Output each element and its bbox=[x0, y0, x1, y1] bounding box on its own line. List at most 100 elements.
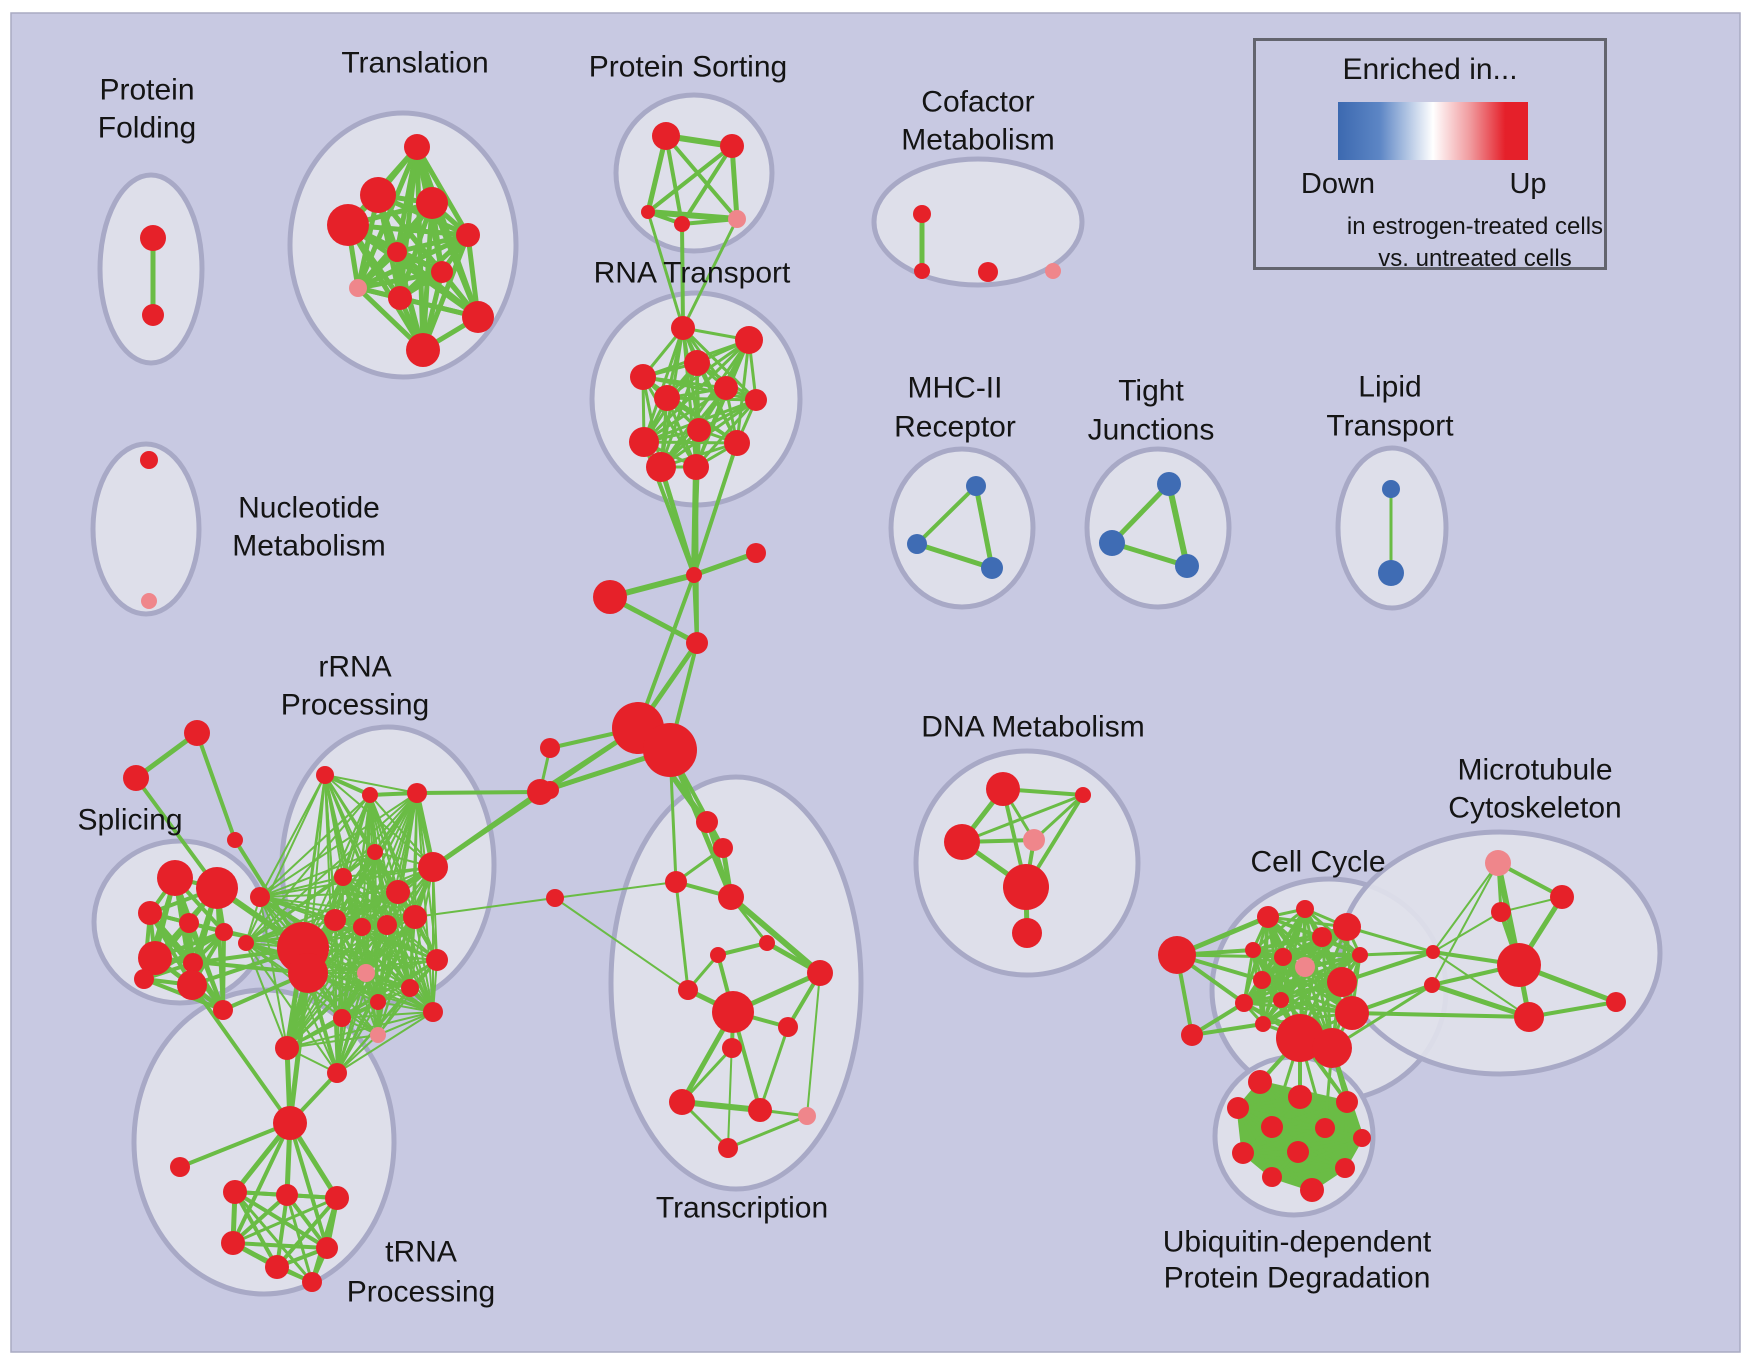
enrichment-edge bbox=[285, 1193, 329, 1250]
enrichment-edge bbox=[1109, 540, 1190, 569]
gene-set-node bbox=[349, 279, 367, 297]
gene-set-node bbox=[357, 964, 375, 982]
gene-set-node bbox=[712, 991, 754, 1033]
cluster-label-lipid_transport: Lipid bbox=[1358, 371, 1421, 404]
enrichment-edge bbox=[190, 983, 292, 1125]
gene-set-node bbox=[674, 216, 690, 232]
enrichment-edge bbox=[758, 1025, 790, 1112]
gene-set-node bbox=[1327, 967, 1357, 997]
gene-set-node bbox=[177, 970, 207, 1000]
gene-set-node bbox=[914, 263, 930, 279]
enrichment-edge bbox=[554, 897, 689, 991]
gene-set-node bbox=[746, 543, 766, 563]
gene-set-node bbox=[748, 1098, 772, 1122]
gene-set-node bbox=[1255, 1016, 1271, 1032]
enrichment-edge bbox=[275, 1193, 289, 1269]
enrichment-edge bbox=[1358, 950, 1435, 957]
gene-set-node bbox=[1606, 992, 1626, 1012]
gene-set-node bbox=[276, 1184, 298, 1206]
enrichment-edge bbox=[641, 375, 663, 469]
gene-set-node bbox=[183, 953, 203, 973]
gene-set-node bbox=[327, 204, 369, 246]
gene-set-node bbox=[671, 316, 695, 340]
enrichment-edge bbox=[1429, 982, 1532, 1020]
gene-set-node bbox=[1287, 1141, 1309, 1163]
gene-set-node bbox=[316, 766, 334, 784]
gene-set-node bbox=[807, 960, 833, 986]
cluster-label-ubiquitin: Protein Degradation bbox=[1164, 1262, 1431, 1295]
gene-set-node bbox=[302, 1272, 322, 1292]
gene-set-node bbox=[1253, 971, 1271, 989]
gene-set-node bbox=[978, 262, 998, 282]
gene-set-node bbox=[735, 326, 763, 354]
enrichment-edge bbox=[231, 1196, 339, 1245]
gene-set-node bbox=[722, 1038, 742, 1058]
cluster-label-cell_cycle: Cell Cycle bbox=[1250, 846, 1385, 879]
enrichment-edge bbox=[727, 1011, 734, 1149]
enrichment-edge bbox=[233, 1190, 329, 1250]
gene-set-node bbox=[250, 887, 270, 907]
enrichment-edge bbox=[377, 987, 411, 1036]
enrichment-edge bbox=[681, 217, 739, 330]
enrichment-edge bbox=[642, 440, 739, 445]
legend-caption-line1: in estrogen-treated cells bbox=[1346, 213, 1604, 240]
enrichment-edge bbox=[336, 1011, 434, 1074]
enrichment-edge bbox=[1432, 951, 1530, 1018]
legend: Enriched in... Down Up in estrogen-treat… bbox=[1253, 38, 1607, 272]
cluster-label-microtubule: Cytoskeleton bbox=[1448, 792, 1621, 825]
gene-set-node bbox=[462, 301, 494, 333]
gene-set-node bbox=[686, 632, 708, 654]
enrichment-edge bbox=[341, 1011, 434, 1019]
legend-gradient-bar bbox=[1338, 102, 1528, 160]
enrichment-edge bbox=[275, 1196, 339, 1269]
gene-set-node bbox=[386, 880, 410, 904]
enrichment-edge bbox=[1281, 953, 1362, 959]
cluster-label-trna: tRNA bbox=[385, 1236, 457, 1269]
enrichment-edge bbox=[414, 916, 434, 1013]
enrichment-edge bbox=[915, 484, 978, 546]
cluster-ellipse-mhc bbox=[888, 446, 1036, 610]
enrichment-edge bbox=[336, 924, 388, 1074]
gene-set-node bbox=[418, 852, 448, 882]
gene-set-node bbox=[527, 779, 553, 805]
gene-set-node bbox=[1335, 1158, 1355, 1178]
gene-set-node bbox=[123, 765, 149, 791]
cluster-label-mhc: MHC-II bbox=[908, 372, 1003, 405]
gene-set-node bbox=[1550, 885, 1574, 909]
gene-set-node bbox=[275, 1036, 299, 1060]
gene-set-node bbox=[140, 451, 158, 469]
gene-set-node bbox=[1181, 1024, 1203, 1046]
gene-set-node bbox=[223, 1180, 247, 1204]
gene-set-node bbox=[1491, 902, 1511, 922]
gene-set-node bbox=[652, 122, 680, 150]
cluster-ellipse-tight_junctions bbox=[1084, 446, 1232, 610]
cluster-label-nucleotide: Metabolism bbox=[232, 530, 385, 563]
enrichment-edge bbox=[726, 1114, 809, 1150]
cluster-label-transcription: Transcription bbox=[656, 1192, 828, 1225]
gene-set-node bbox=[696, 811, 718, 833]
gene-set-node bbox=[1158, 936, 1196, 974]
gene-set-node bbox=[134, 969, 154, 989]
enrichment-edge bbox=[1432, 911, 1502, 953]
gene-set-node bbox=[798, 1107, 816, 1125]
enrichment-edge bbox=[664, 134, 739, 221]
gene-set-node bbox=[1157, 472, 1181, 496]
gene-set-node bbox=[404, 134, 430, 160]
gene-set-node bbox=[1312, 927, 1332, 947]
cluster-ellipse-nucleotide bbox=[90, 441, 202, 617]
enrichment-edge bbox=[806, 972, 821, 1117]
enrichment-edge bbox=[636, 573, 696, 730]
enrichment-edge bbox=[1340, 950, 1435, 984]
enrichment-edge bbox=[642, 326, 685, 444]
gene-set-node bbox=[456, 223, 480, 247]
cluster-label-tight_junctions: Tight bbox=[1118, 375, 1184, 408]
enrichment-edge bbox=[245, 794, 371, 944]
gene-set-node bbox=[370, 994, 386, 1010]
enrichment-edge bbox=[680, 217, 739, 226]
gene-set-node bbox=[540, 738, 560, 758]
gene-set-node bbox=[665, 871, 687, 893]
gene-set-node bbox=[1273, 992, 1289, 1008]
enrichment-edge bbox=[259, 774, 326, 898]
gene-set-node bbox=[1257, 906, 1279, 928]
enrichment-edge bbox=[394, 232, 471, 255]
